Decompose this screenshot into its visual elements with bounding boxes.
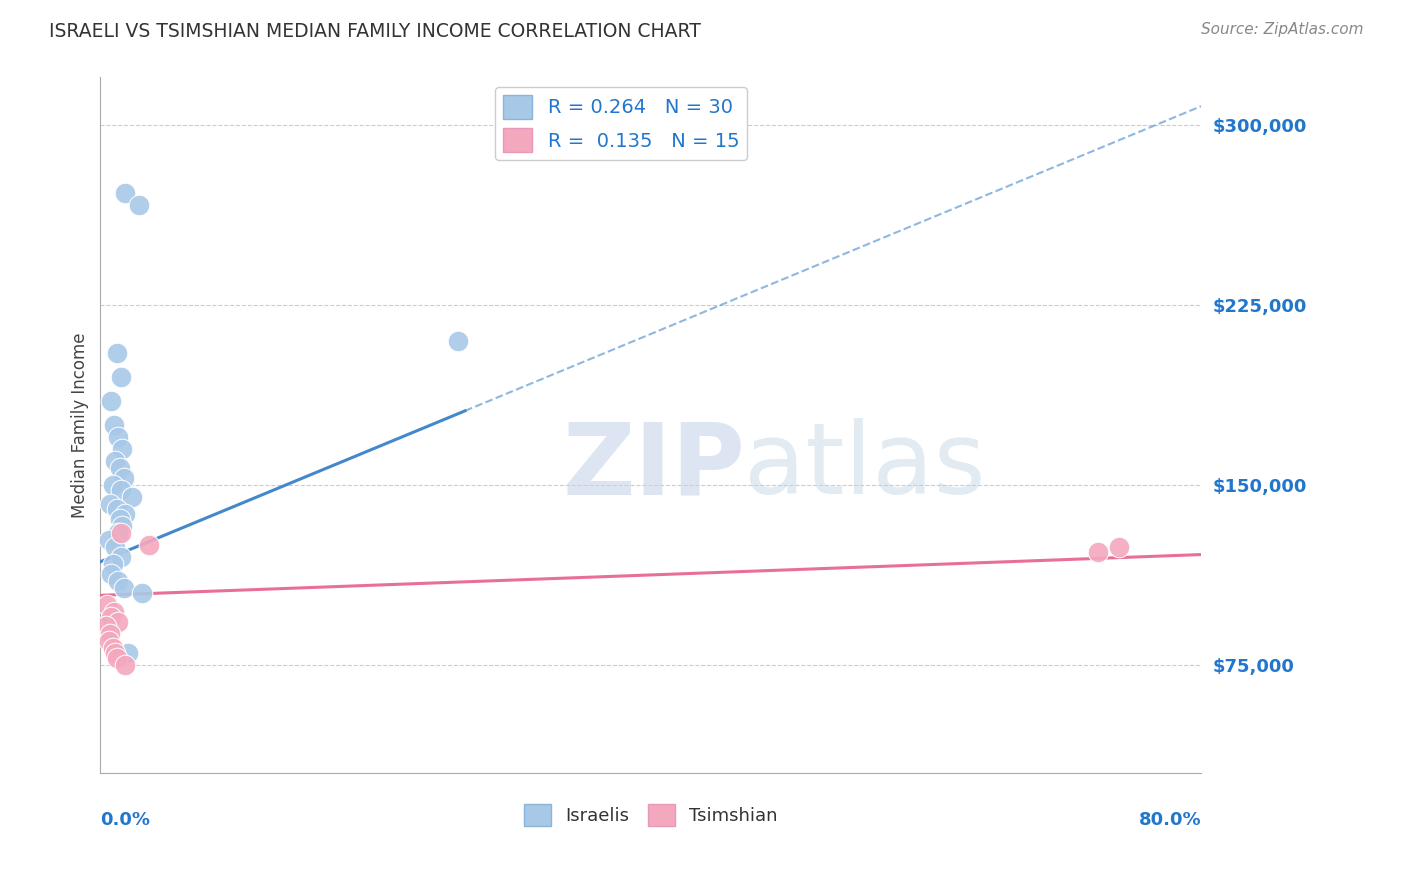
- Point: [101, 478, 124, 492]
- Point: [138, 538, 160, 552]
- Y-axis label: Median Family Income: Median Family Income: [72, 333, 89, 518]
- Text: ZIP: ZIP: [562, 418, 745, 516]
- Point: [100, 610, 122, 624]
- Point: [108, 511, 131, 525]
- Point: [112, 581, 135, 595]
- Point: [107, 430, 129, 444]
- Point: [117, 646, 139, 660]
- Point: [104, 541, 127, 555]
- Point: [103, 418, 125, 433]
- Point: [108, 461, 131, 475]
- Text: 0.0%: 0.0%: [100, 811, 150, 829]
- Point: [105, 346, 128, 360]
- Point: [131, 586, 153, 600]
- Point: [100, 394, 122, 409]
- Point: [110, 549, 132, 564]
- Point: [121, 490, 143, 504]
- Point: [114, 657, 136, 672]
- Text: ISRAELI VS TSIMSHIAN MEDIAN FAMILY INCOME CORRELATION CHART: ISRAELI VS TSIMSHIAN MEDIAN FAMILY INCOM…: [49, 22, 702, 41]
- Point: [104, 454, 127, 468]
- Point: [447, 334, 470, 348]
- Point: [97, 633, 120, 648]
- Point: [107, 615, 129, 629]
- Point: [105, 502, 128, 516]
- Text: Source: ZipAtlas.com: Source: ZipAtlas.com: [1201, 22, 1364, 37]
- Point: [1108, 541, 1130, 555]
- Point: [110, 483, 132, 497]
- Point: [103, 605, 125, 619]
- Point: [111, 518, 134, 533]
- Point: [110, 526, 132, 541]
- Point: [100, 566, 122, 581]
- Legend: Israelis, Tsimshian: Israelis, Tsimshian: [517, 797, 785, 833]
- Point: [96, 598, 118, 612]
- Point: [105, 650, 128, 665]
- Point: [114, 186, 136, 200]
- Point: [104, 646, 127, 660]
- Point: [1087, 545, 1109, 559]
- Point: [98, 497, 121, 511]
- Point: [128, 197, 150, 211]
- Point: [94, 619, 117, 633]
- Text: 80.0%: 80.0%: [1139, 811, 1201, 829]
- Point: [114, 507, 136, 521]
- Point: [101, 557, 124, 571]
- Point: [107, 526, 129, 541]
- Point: [110, 370, 132, 384]
- Point: [101, 641, 124, 656]
- Point: [111, 442, 134, 456]
- Point: [97, 533, 120, 548]
- Point: [107, 574, 129, 588]
- Text: atlas: atlas: [744, 418, 986, 516]
- Point: [98, 626, 121, 640]
- Point: [112, 471, 135, 485]
